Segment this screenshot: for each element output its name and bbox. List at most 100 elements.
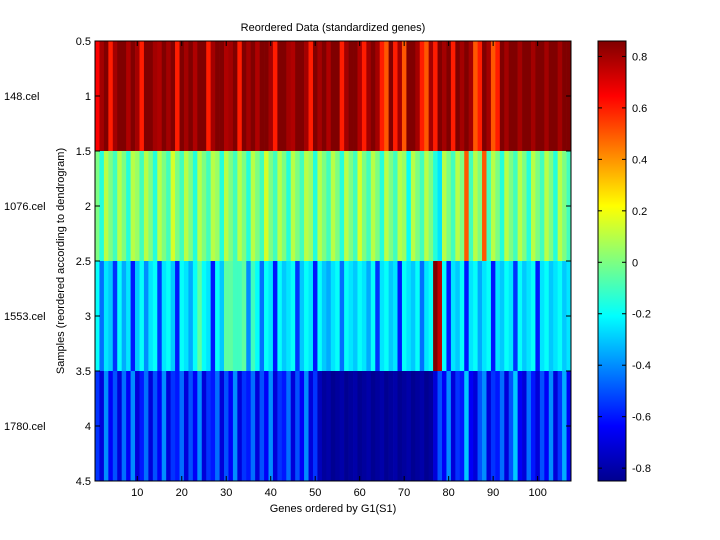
heatmap-cell: [401, 41, 407, 151]
heatmap-cell: [237, 261, 243, 371]
heatmap-cell: [446, 151, 452, 261]
heatmap-cell: [406, 151, 412, 261]
heatmap-cell: [166, 371, 171, 481]
heatmap-cell: [535, 371, 541, 481]
heatmap-cell: [170, 261, 176, 371]
heatmap-cell: [121, 41, 127, 151]
heatmap-cell: [410, 41, 416, 151]
heatmap-cell: [339, 151, 345, 261]
heatmap-cell: [562, 261, 567, 371]
x-tick-label: 90: [487, 487, 499, 499]
heatmap-cell: [224, 41, 229, 151]
colorbar-tick-label: 0.4: [632, 154, 647, 166]
heatmap-cell: [517, 371, 523, 481]
heatmap-cell: [175, 371, 180, 481]
heatmap-cell: [486, 371, 492, 481]
heatmap-cell: [428, 261, 434, 371]
heatmap-cell: [237, 41, 243, 151]
heatmap-cell: [250, 41, 256, 151]
heatmap-cell: [508, 261, 514, 371]
heatmap-cell: [188, 151, 194, 261]
heatmap-cell: [397, 261, 403, 371]
heatmap-cell: [246, 41, 252, 151]
heatmap-cell: [201, 261, 207, 371]
row-labels: 148.cel 1076.cel 1553.cel 1780.cel: [4, 91, 46, 433]
heatmap-cell: [433, 371, 438, 481]
x-tick-label: 80: [443, 487, 455, 499]
heatmap-cell: [344, 261, 349, 371]
heatmap-cell: [428, 151, 434, 261]
heatmap-cell: [433, 41, 438, 151]
heatmap-cell: [522, 261, 527, 371]
heatmap-cell: [379, 151, 385, 261]
heatmap-cell: [219, 151, 225, 261]
heatmap-cell: [259, 151, 265, 261]
heatmap-cell: [179, 371, 185, 481]
heatmap-cell: [557, 151, 563, 261]
heatmap-cell: [353, 41, 358, 151]
heatmap-cell: [486, 261, 492, 371]
colorbar-tick-label: -0.4: [632, 360, 651, 372]
heatmap-cell: [393, 371, 398, 481]
heatmap-cell: [433, 151, 438, 261]
heatmap-cell: [441, 151, 447, 261]
heatmap-cell: [544, 261, 550, 371]
heatmap-cell: [259, 261, 265, 371]
x-axis-label: Genes ordered by G1(S1): [270, 503, 397, 515]
heatmap-cell: [317, 261, 323, 371]
row-label: 1780.cel: [4, 421, 46, 433]
heatmap-cell: [353, 261, 358, 371]
heatmap-cell: [437, 371, 443, 481]
heatmap-cell: [201, 371, 207, 481]
heatmap-cell: [477, 261, 483, 371]
x-tick-label: 20: [176, 487, 188, 499]
heatmap-cell: [148, 371, 154, 481]
heatmap-cell: [473, 261, 478, 371]
heatmap-cell: [215, 371, 220, 481]
heatmap-cell: [410, 151, 416, 261]
heatmap-cell: [108, 371, 114, 481]
heatmap-cell: [197, 261, 203, 371]
heatmap-cell: [495, 261, 501, 371]
heatmap-cell: [286, 41, 292, 151]
heatmap-cell: [272, 261, 278, 371]
heatmap-cell: [459, 151, 465, 261]
heatmap-cell: [281, 151, 287, 261]
heatmap-cell: [446, 41, 452, 151]
heatmap-cell: [508, 151, 514, 261]
heatmap-cell: [357, 261, 363, 371]
heatmap-cell: [241, 371, 247, 481]
heatmap-cell: [375, 41, 381, 151]
heatmap-cell: [384, 151, 389, 261]
heatmap-cell: [344, 151, 349, 261]
heatmap-cell: [468, 41, 474, 151]
heatmap-cell: [433, 261, 438, 371]
heatmap-cell: [326, 371, 332, 481]
x-tick-label: 30: [220, 487, 232, 499]
heatmap-cell: [557, 41, 563, 151]
heatmap-cell: [255, 151, 260, 261]
heatmap-cell: [464, 371, 470, 481]
heatmap-cell: [112, 371, 118, 481]
axis-ticks: 10 20 30 40 50 60 70 80 90 100 0.5 1 1.5 2 2.5 3 3.5 4 4.5: [76, 36, 571, 499]
heatmap-cell: [361, 371, 367, 481]
heatmap-cell: [517, 151, 523, 261]
heatmap-cell: [228, 261, 234, 371]
heatmap-cell: [210, 261, 216, 371]
heatmap-cell: [215, 261, 220, 371]
heatmap-cell: [335, 261, 341, 371]
row-label: 1076.cel: [4, 201, 46, 213]
heatmap-cell: [135, 41, 140, 151]
heatmap-cell: [99, 151, 105, 261]
heatmap-cell: [250, 261, 256, 371]
heatmap-cell: [259, 371, 265, 481]
x-tick-label: 50: [309, 487, 321, 499]
heatmap-cell: [473, 151, 478, 261]
heatmap-cell: [526, 41, 532, 151]
heatmap-cell: [112, 41, 118, 151]
heatmap-cell: [499, 151, 505, 261]
heatmap-cell: [304, 371, 309, 481]
heatmap-cell: [353, 151, 358, 261]
heatmap-cell: [548, 261, 554, 371]
heatmap-cell: [424, 151, 429, 261]
